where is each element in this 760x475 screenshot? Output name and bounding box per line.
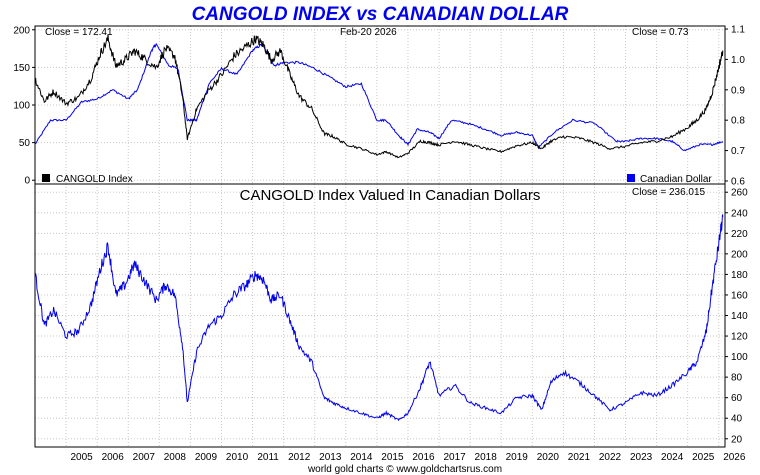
x-tick-2016: 2016: [412, 452, 435, 463]
top-right-tick-0.6: 0.6: [731, 176, 745, 187]
top-right-tick-0.7: 0.7: [731, 146, 745, 157]
series-line-canadian-dollar: [34, 42, 724, 152]
x-tick-2014: 2014: [350, 452, 373, 463]
legend-cangold-label: CANGOLD Index: [56, 174, 133, 185]
x-axis: 2005 2006 2007 2008 2009 2010 2011 2012 2013 2014…: [70, 452, 745, 463]
x-tick-2015: 2015: [381, 452, 404, 463]
x-tick-2005: 2005: [70, 452, 93, 463]
top-panel-grid: [35, 26, 725, 184]
x-tick-2013: 2013: [319, 452, 342, 463]
x-tick-2008: 2008: [164, 452, 187, 463]
top-left-tick-50: 50: [19, 138, 31, 149]
bottom-right-tick-20: 20: [731, 434, 743, 445]
x-tick-2010: 2010: [226, 452, 249, 463]
legend-cad-swatch: [627, 174, 635, 182]
bottom-right-tick-40: 40: [731, 414, 743, 425]
bottom-right-tick-120: 120: [731, 332, 748, 343]
bottom-right-tick-100: 100: [731, 352, 748, 363]
bottom-right-axis: 260 240 220 200 180 160 140 120 100 80 60 40 20: [725, 188, 748, 445]
chart-title: CANGOLD INDEX vs CANADIAN DOLLAR: [192, 4, 569, 25]
x-tick-2009: 2009: [195, 452, 218, 463]
x-tick-2006: 2006: [102, 452, 125, 463]
x-tick-2012: 2012: [288, 452, 311, 463]
top-right-tick-1.1: 1.1: [731, 25, 745, 36]
bottom-right-tick-80: 80: [731, 373, 743, 384]
top-right-tick-0.9: 0.9: [731, 85, 745, 96]
top-right-axis: 1.1 1.0 0.9 0.8 0.7 0.6: [725, 25, 745, 187]
x-tick-2018: 2018: [475, 452, 498, 463]
top-panel-series: [34, 34, 724, 159]
top-left-tick-150: 150: [13, 63, 30, 74]
x-tick-2024: 2024: [661, 452, 684, 463]
bottom-right-tick-200: 200: [731, 249, 748, 260]
x-tick-2025: 2025: [692, 452, 715, 463]
bottom-right-tick-160: 160: [731, 290, 748, 301]
bottom-close-label: Close = 236.015: [632, 187, 706, 198]
top-right-tick-1.0: 1.0: [731, 55, 745, 66]
x-tick-2023: 2023: [630, 452, 653, 463]
x-tick-2017: 2017: [443, 452, 466, 463]
close-left-label: Close = 172.41: [45, 27, 113, 38]
bottom-right-tick-180: 180: [731, 270, 748, 281]
x-tick-2011: 2011: [257, 452, 279, 463]
top-left-axis: 200 150 100 50 0: [13, 25, 35, 187]
bottom-right-tick-140: 140: [731, 311, 748, 322]
bottom-right-tick-240: 240: [731, 208, 748, 219]
date-label: Feb-20 2026: [340, 27, 397, 38]
bottom-right-tick-260: 260: [731, 188, 748, 199]
x-tick-2022: 2022: [599, 452, 622, 463]
close-right-label: Close = 0.73: [632, 27, 689, 38]
x-tick-2019: 2019: [506, 452, 529, 463]
bottom-right-tick-60: 60: [731, 393, 743, 404]
top-left-tick-200: 200: [13, 25, 30, 36]
bottom-panel-title: CANGOLD Index Valued In Canadian Dollars: [240, 187, 541, 204]
x-tick-2020: 2020: [537, 452, 560, 463]
x-tick-2007: 2007: [133, 452, 156, 463]
top-right-tick-0.8: 0.8: [731, 116, 745, 127]
x-tick-2021: 2021: [568, 452, 591, 463]
legend-cad-label: Canadian Dollar: [640, 174, 712, 185]
bottom-panel-grid: [35, 184, 725, 447]
series-line-cangold-in-cad: [34, 214, 724, 422]
footer-credit: world gold charts © www.goldchartsrus.co…: [307, 464, 502, 475]
legend-cangold-swatch: [42, 174, 50, 182]
bottom-panel-series: [34, 214, 724, 422]
bottom-right-tick-220: 220: [731, 229, 748, 240]
top-left-tick-0: 0: [24, 176, 30, 187]
series-line-cangold-index: [34, 34, 724, 159]
x-tick-2026: 2026: [723, 452, 746, 463]
top-left-tick-100: 100: [13, 101, 30, 112]
